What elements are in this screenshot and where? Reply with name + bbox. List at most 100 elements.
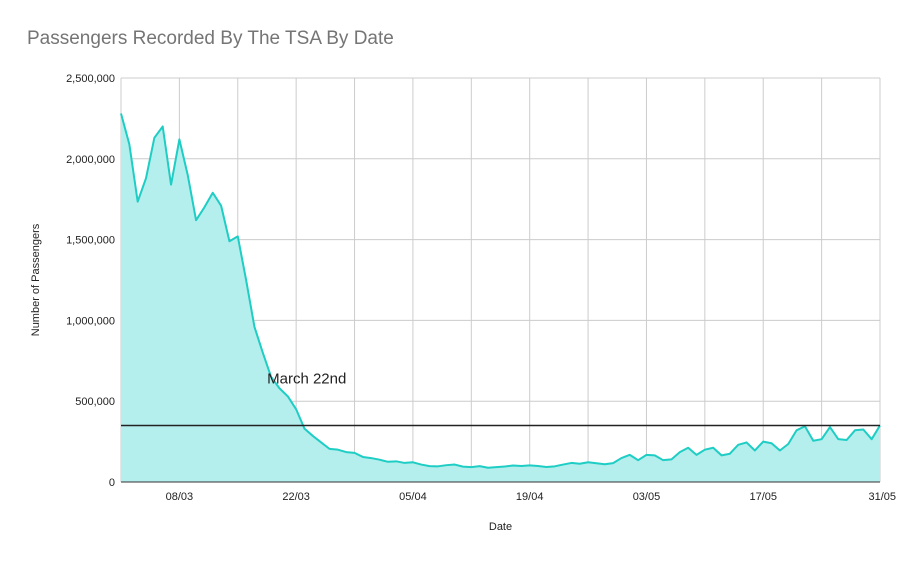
- data-point: [395, 460, 397, 462]
- x-tick-label: 03/05: [633, 491, 661, 503]
- data-point: [662, 459, 664, 461]
- data-point: [128, 143, 130, 145]
- data-point: [570, 462, 572, 464]
- data-point: [153, 137, 155, 139]
- data-point: [295, 408, 297, 410]
- data-point: [629, 454, 631, 456]
- data-point: [620, 457, 622, 459]
- data-point: [554, 465, 556, 467]
- data-point: [362, 456, 364, 458]
- data-point: [437, 465, 439, 467]
- data-point: [470, 466, 472, 468]
- area-fill: [121, 113, 880, 483]
- data-point: [187, 174, 189, 176]
- data-point: [170, 184, 172, 186]
- data-point: [245, 279, 247, 281]
- x-tick-label: 31/05: [868, 491, 896, 503]
- data-point: [379, 459, 381, 461]
- data-point: [462, 466, 464, 468]
- x-tick-label: 22/03: [282, 491, 310, 503]
- data-point: [504, 465, 506, 467]
- series-line: [120, 113, 881, 469]
- data-point: [445, 464, 447, 466]
- data-point: [495, 466, 497, 468]
- data-point: [512, 465, 514, 467]
- data-point: [612, 462, 614, 464]
- data-point: [679, 451, 681, 453]
- y-tick-label: 2,500,000: [66, 73, 115, 85]
- data-point: [604, 463, 606, 465]
- y-tick-label: 1,500,000: [66, 235, 115, 247]
- data-point: [812, 440, 814, 442]
- data-point: [871, 438, 873, 440]
- tick-labels: 0 500,000 1,000,000 1,500,000 2,000,000 2,500…: [66, 73, 896, 503]
- data-point: [262, 352, 264, 354]
- data-point: [404, 462, 406, 464]
- data-point: [228, 240, 230, 242]
- data-point: [120, 113, 122, 115]
- data-point: [320, 441, 322, 443]
- data-point: [796, 429, 798, 431]
- x-tick-label: 05/04: [399, 491, 427, 503]
- data-point: [721, 454, 723, 456]
- data-point: [746, 441, 748, 443]
- data-point: [145, 177, 147, 179]
- y-tick-label: 2,000,000: [66, 154, 115, 166]
- data-point: [387, 461, 389, 463]
- data-point: [520, 465, 522, 467]
- data-point: [329, 448, 331, 450]
- data-point: [178, 138, 180, 140]
- data-point: [303, 428, 305, 430]
- data-point: [846, 439, 848, 441]
- data-point: [854, 429, 856, 431]
- data-point: [212, 192, 214, 194]
- y-tick-label: 0: [109, 477, 115, 489]
- area-series: [120, 113, 881, 483]
- data-point: [821, 438, 823, 440]
- data-point: [420, 464, 422, 466]
- data-point: [687, 447, 689, 449]
- data-point: [762, 441, 764, 443]
- data-point: [712, 447, 714, 449]
- x-tick-label: 17/05: [749, 491, 777, 503]
- data-point: [737, 444, 739, 446]
- data-point: [454, 464, 456, 466]
- data-point: [162, 125, 164, 127]
- data-point: [203, 206, 205, 208]
- data-point: [837, 438, 839, 440]
- y-tick-label: 1,000,000: [66, 315, 115, 327]
- data-point: [370, 457, 372, 459]
- x-tick-label: 19/04: [516, 491, 544, 503]
- data-point: [729, 453, 731, 455]
- data-point: [137, 201, 139, 203]
- data-point: [754, 449, 756, 451]
- data-point: [829, 426, 831, 428]
- data-point: [704, 449, 706, 451]
- data-point: [354, 452, 356, 454]
- x-axis-title: Date: [489, 521, 512, 533]
- data-point: [595, 462, 597, 464]
- data-point: [220, 205, 222, 207]
- y-tick-label: 500,000: [75, 396, 115, 408]
- data-point: [529, 464, 531, 466]
- data-point: [429, 465, 431, 467]
- data-point: [579, 463, 581, 465]
- annotation-march-22nd: March 22nd: [267, 371, 346, 388]
- data-point: [487, 467, 489, 469]
- data-point: [637, 459, 639, 461]
- data-point: [537, 465, 539, 467]
- data-point: [779, 449, 781, 451]
- data-point: [237, 235, 239, 237]
- data-point: [787, 443, 789, 445]
- data-point: [479, 465, 481, 467]
- data-point: [545, 466, 547, 468]
- data-point: [654, 454, 656, 456]
- data-point: [412, 461, 414, 463]
- data-point: [312, 435, 314, 437]
- data-point: [195, 219, 197, 221]
- data-point: [287, 395, 289, 397]
- gridlines: [120, 77, 881, 482]
- data-point: [253, 326, 255, 328]
- data-point: [771, 442, 773, 444]
